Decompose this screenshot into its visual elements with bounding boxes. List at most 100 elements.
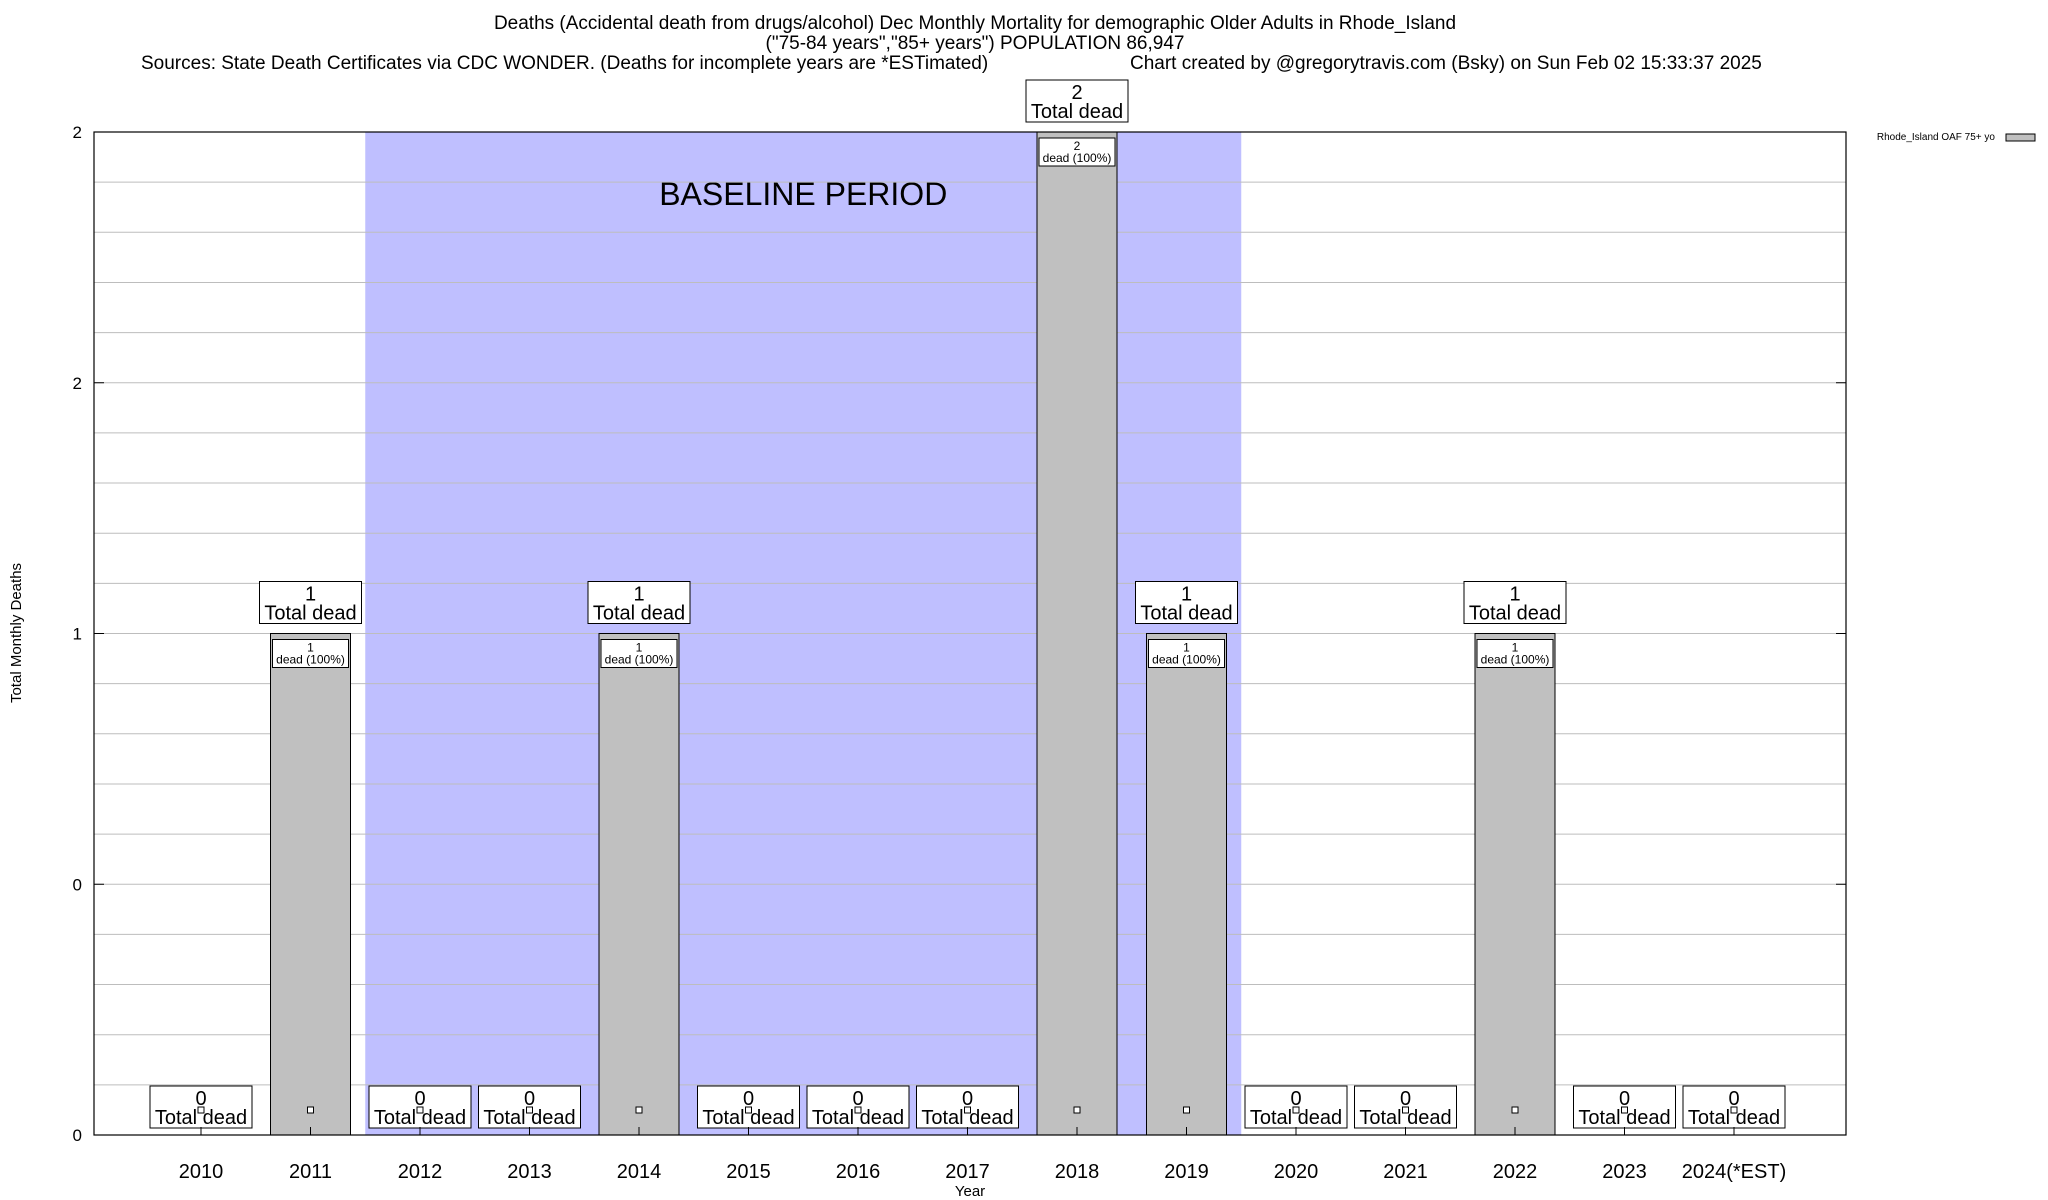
point-marker: [1402, 1106, 1409, 1114]
bar-inner-label-box: [1476, 639, 1554, 668]
chart-subtitle: ("75-84 years","85+ years") POPULATION 8…: [765, 33, 1185, 54]
x-tick-label: 2011: [289, 1161, 332, 1183]
total-label-value: 1: [305, 584, 316, 606]
total-label-text: Total dead: [1140, 603, 1232, 625]
chart-sources: Sources: State Death Certificates via CD…: [141, 53, 989, 74]
y-tick-label: 2: [73, 123, 82, 142]
total-label-value: 0: [743, 1088, 754, 1110]
total-label-value: 0: [1728, 1088, 1739, 1110]
point-marker: [1621, 1106, 1628, 1114]
total-label-text: Total dead: [1469, 603, 1561, 625]
x-tick-label: 2019: [1164, 1161, 1209, 1183]
total-label-value: 2: [1071, 82, 1082, 104]
x-tick-label: 2020: [1274, 1161, 1319, 1183]
total-label-value: 0: [1400, 1088, 1411, 1110]
total-label-value: 0: [1619, 1088, 1630, 1110]
total-label-text: Total dead: [921, 1107, 1013, 1129]
x-axis-label: Year: [955, 1183, 985, 1200]
total-label-value: 0: [414, 1088, 425, 1110]
total-label-value: 0: [195, 1088, 206, 1110]
total-label-text: Total dead: [1250, 1107, 1342, 1129]
point-marker: [197, 1106, 205, 1114]
x-tick-label: 2017: [945, 1161, 990, 1183]
total-label-text: Total dead: [812, 1107, 904, 1129]
y-tick-label: 2: [73, 374, 82, 393]
bar-inner-value: 1: [636, 641, 643, 655]
point-marker: [635, 1106, 643, 1114]
y-tick-label: 0: [73, 875, 82, 894]
legend-label: Rhode_Island OAF 75+ yo: [1877, 132, 1996, 143]
legend-swatch: [2005, 133, 2036, 142]
total-label-value: 0: [852, 1088, 863, 1110]
total-label-value: 1: [633, 584, 644, 606]
bar-inner-label: dead (100%): [1043, 151, 1112, 165]
point-marker: [964, 1106, 971, 1114]
x-tick-label: 2023: [1602, 1161, 1647, 1183]
total-label-box: [259, 581, 362, 624]
bar: [1036, 131, 1118, 1136]
x-tick-label: 2018: [1055, 1161, 1100, 1183]
total-label-box: [587, 581, 691, 624]
x-tick-label: 2021: [1383, 1161, 1428, 1183]
total-label-text: Total dead: [1688, 1107, 1780, 1129]
x-tick-label: 2013: [507, 1161, 552, 1183]
x-tick-label: 2012: [398, 1161, 443, 1183]
total-label-text: Total dead: [1578, 1107, 1670, 1129]
total-label-value: 1: [1509, 584, 1520, 606]
total-label-text: Total dead: [593, 603, 685, 625]
total-label-text: Total dead: [264, 603, 356, 625]
bar: [598, 633, 680, 1136]
point-marker: [745, 1106, 752, 1114]
y-tick-label: 1: [73, 625, 82, 644]
chart-credit: Chart created by @gregorytravis.com (Bsk…: [1130, 53, 1762, 74]
total-label-box: [1463, 581, 1567, 624]
baseline-period-label: BASELINE PERIOD: [659, 176, 947, 212]
y-tick-label: 0: [73, 1126, 82, 1145]
bar-inner-label-box: [1038, 137, 1116, 167]
total-label-value: 0: [962, 1088, 973, 1110]
total-label-text: Total dead: [374, 1107, 466, 1129]
bar-inner-value: 2: [1074, 139, 1081, 153]
chart-title: Deaths (Accidental death from drugs/alco…: [493, 13, 1457, 34]
total-label-box: [368, 1085, 472, 1129]
total-label-text: Total dead: [483, 1107, 575, 1129]
x-tick-label: 2015: [726, 1161, 771, 1183]
x-tick-label: 2022: [1493, 1161, 1538, 1183]
point-marker: [1730, 1106, 1738, 1114]
x-tick-label: 2014: [617, 1161, 662, 1183]
plot-frame: [93, 131, 1847, 1136]
total-label-text: Total dead: [702, 1107, 794, 1129]
point-marker: [1511, 1106, 1519, 1114]
bar-inner-label: dead (100%): [276, 653, 345, 667]
bar-inner-value: 1: [1512, 641, 1519, 655]
bar-inner-label-box: [600, 639, 678, 668]
point-marker: [416, 1106, 424, 1114]
total-label-text: Total dead: [1359, 1107, 1451, 1129]
bar: [270, 633, 351, 1136]
x-tick-label: 2024(*EST): [1682, 1161, 1787, 1183]
point-marker: [1073, 1106, 1081, 1114]
total-label-value: 0: [524, 1088, 535, 1110]
x-tick-label: 2016: [836, 1161, 881, 1183]
bar-inner-label-box: [272, 639, 349, 668]
bar-inner-value: 1: [1183, 641, 1190, 655]
total-label-box: [1025, 79, 1129, 123]
x-tick-label: 2010: [179, 1161, 224, 1183]
point-marker: [854, 1106, 862, 1114]
total-label-value: 0: [1290, 1088, 1301, 1110]
point-marker: [1183, 1106, 1190, 1114]
point-marker: [526, 1106, 533, 1114]
total-label-text: Total dead: [155, 1107, 247, 1129]
bar-inner-label: dead (100%): [1481, 653, 1550, 667]
bar-inner-label-box: [1148, 639, 1225, 668]
point-marker: [307, 1106, 314, 1114]
point-marker: [1292, 1106, 1300, 1114]
total-label-box: [1135, 581, 1238, 624]
y-axis-label: Total Monthly Deaths: [8, 563, 25, 703]
bar: [1146, 633, 1227, 1136]
bar-inner-value: 1: [307, 641, 314, 655]
total-label-text: Total dead: [1031, 101, 1123, 123]
bar-inner-label: dead (100%): [605, 653, 674, 667]
bar: [1474, 633, 1556, 1136]
